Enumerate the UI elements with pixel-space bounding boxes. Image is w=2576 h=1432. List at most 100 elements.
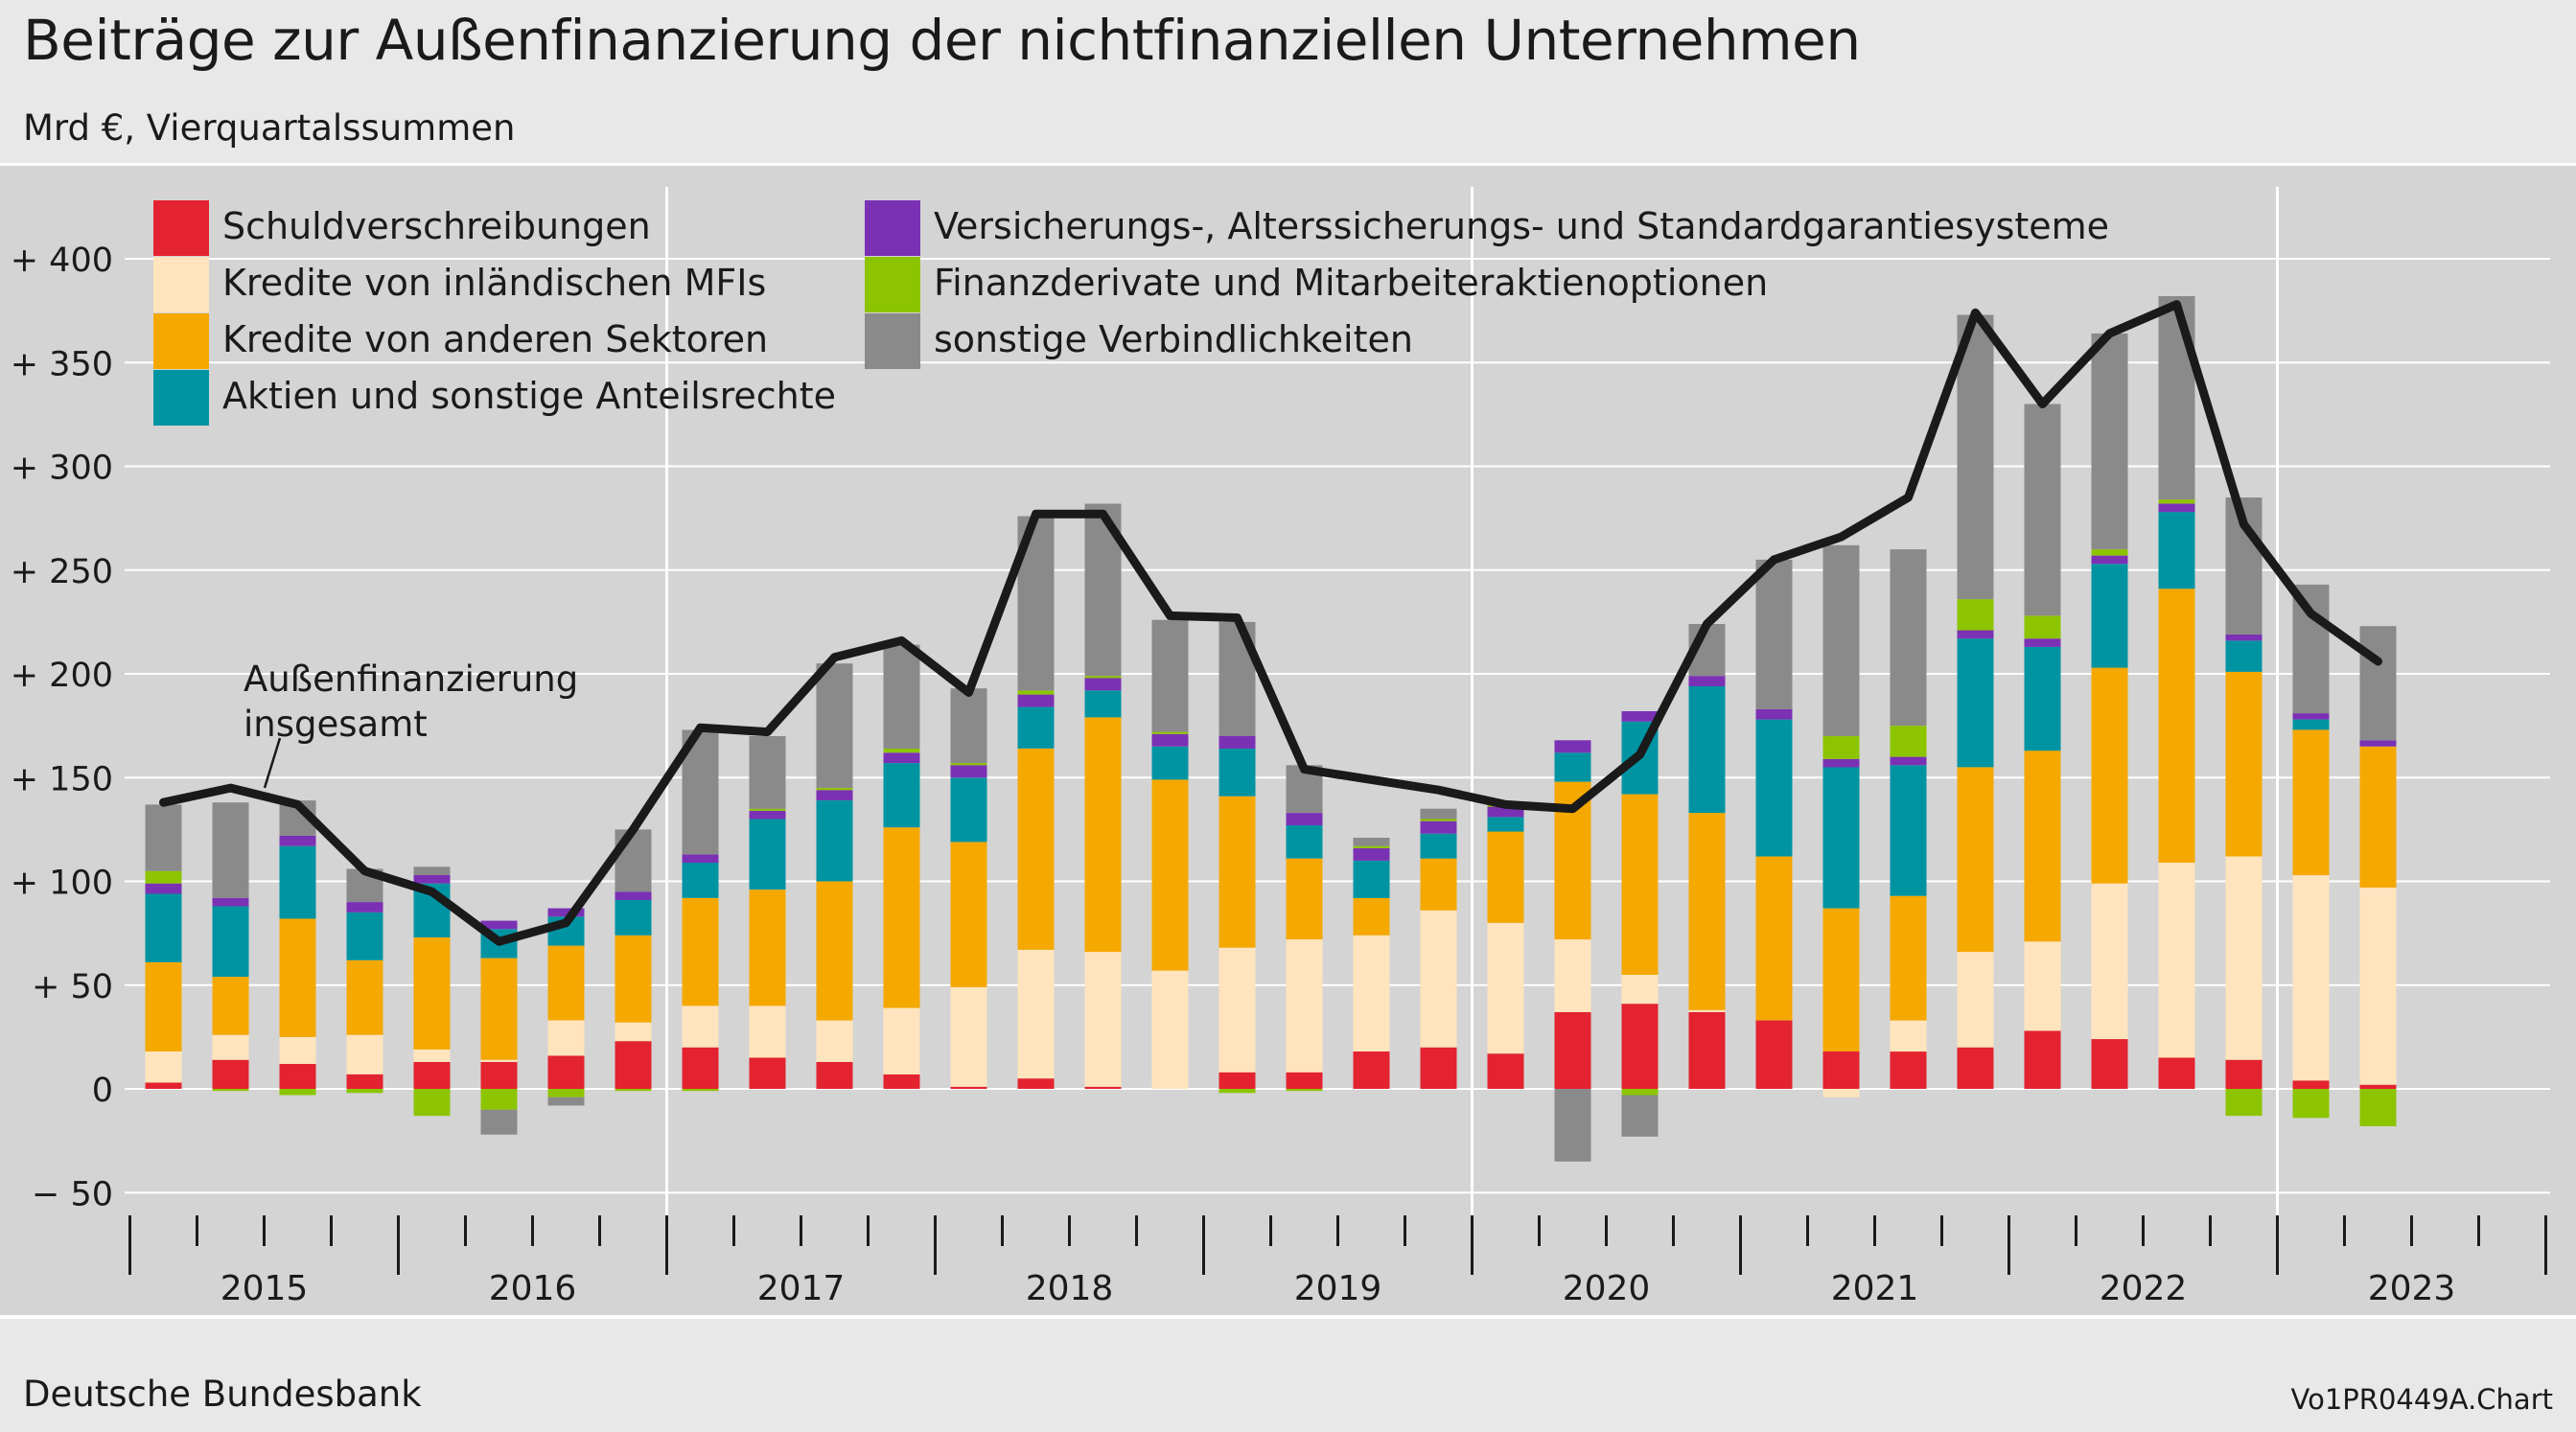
bar-segment: [212, 897, 249, 907]
x-year-label: 2015: [220, 1269, 309, 1308]
bar-segment: [2359, 1089, 2397, 1126]
x-year-label: 2019: [1294, 1269, 1382, 1308]
bar-segment: [1487, 831, 1524, 923]
bar-segment: [2292, 713, 2330, 720]
bar-segment: [2359, 740, 2397, 747]
bar-segment: [2091, 1039, 2128, 1089]
bar-segment: [1286, 1089, 1323, 1092]
bar-segment: [1822, 544, 1860, 736]
y-tick-label: 0: [92, 1072, 113, 1110]
bar-segment: [1017, 1078, 1055, 1089]
bar-segment: [2091, 333, 2128, 550]
bar-segment: [1688, 813, 1726, 1010]
bar-segment: [1286, 939, 1323, 1073]
bar-segment: [1688, 1011, 1726, 1089]
legend-swatch: [153, 313, 209, 369]
bar-segment: [1957, 767, 1994, 953]
bar-segment: [950, 842, 987, 987]
bar-segment: [1286, 825, 1323, 859]
bar-segment: [615, 829, 652, 892]
bar-segment: [1957, 314, 1994, 600]
bar-segment: [883, 644, 920, 749]
bar-segment: [1353, 847, 1390, 861]
bar-segment: [547, 1089, 585, 1097]
bar-segment: [1420, 808, 1457, 820]
bar-segment: [1084, 690, 1122, 718]
y-tick-label: + 300: [11, 450, 113, 488]
legend-label: Schuldverschreibungen: [222, 205, 651, 247]
x-year-label: 2022: [2100, 1269, 2188, 1308]
legend-swatch: [865, 257, 920, 312]
y-tick-label: + 250: [11, 553, 113, 591]
total-line: [159, 300, 2382, 946]
bar-segment: [1755, 559, 1793, 709]
y-tick-label: − 50: [32, 1175, 113, 1213]
bar-segment: [2024, 638, 2061, 647]
bar-segment: [1957, 638, 1994, 768]
bar-segment: [2359, 746, 2397, 888]
bar-segment: [1621, 794, 1659, 975]
bar-segment: [615, 1022, 652, 1042]
x-year-label: 2017: [757, 1269, 846, 1308]
x-year-label: 2023: [2368, 1269, 2456, 1308]
bar-segment: [480, 1059, 518, 1062]
bar-segment: [950, 688, 987, 764]
bar-segment: [1151, 779, 1189, 971]
bar-segment: [749, 810, 786, 820]
bar-segment: [2292, 1089, 2330, 1119]
bar-segment: [1621, 1089, 1659, 1096]
bar-segment: [346, 902, 383, 912]
annotation-pointer: [263, 737, 282, 789]
legend-label: Kredite von inländischen MFIs: [222, 262, 766, 304]
bar-segment: [1218, 748, 1256, 797]
bar-segment: [682, 854, 719, 864]
bar-segment: [2158, 503, 2195, 513]
bar-segment: [2091, 564, 2128, 668]
bar-segment: [1621, 1095, 1659, 1137]
bar-segment: [883, 763, 920, 828]
legend-swatch: [865, 200, 920, 256]
y-tick-label: + 200: [11, 657, 113, 695]
bar-segment: [615, 900, 652, 935]
bar-segment: [1621, 1004, 1659, 1089]
bar-segment: [2158, 1057, 2195, 1089]
bar-segment: [749, 819, 786, 890]
bar-segment: [883, 748, 920, 753]
chart-code: Vo1PR0449A.Chart: [2290, 1383, 2553, 1416]
bar-segment: [2158, 512, 2195, 589]
bar-segment: [547, 1097, 585, 1106]
bar-segment: [1554, 1011, 1591, 1089]
bar-segment: [1084, 676, 1122, 679]
bar-segment: [615, 891, 652, 900]
bar-segment: [749, 736, 786, 809]
bar-segment: [145, 1051, 182, 1083]
bar-segment: [2292, 1080, 2330, 1089]
bar-segment: [212, 1089, 249, 1092]
bar-segment: [1353, 1051, 1390, 1089]
bar-segment: [145, 870, 182, 884]
bar-segment: [1218, 796, 1256, 948]
bar-segment: [1017, 748, 1055, 950]
bar-segment: [950, 763, 987, 766]
bar-segment: [682, 897, 719, 1006]
bar-segment: [1353, 860, 1390, 898]
bar-segment: [1420, 819, 1457, 821]
y-tick-label: + 50: [32, 968, 113, 1006]
bar-segment: [1890, 549, 1927, 727]
x-year-label: 2018: [1026, 1269, 1114, 1308]
bar-segment: [816, 1061, 853, 1089]
bar-segment: [1890, 765, 1927, 896]
bar-segment: [480, 1109, 518, 1135]
bar-segment: [682, 863, 719, 898]
bar-segment: [2292, 719, 2330, 730]
bar-segment: [2292, 875, 2330, 1081]
bar-segment: [145, 883, 182, 894]
bar-segment: [212, 906, 249, 978]
y-tick-label: + 350: [11, 345, 113, 383]
bar-segment: [1017, 690, 1055, 695]
bar-segment: [1420, 820, 1457, 834]
bar-segment: [2225, 1089, 2263, 1117]
bar-segment: [2225, 1059, 2263, 1089]
bar-segment: [2024, 941, 2061, 1031]
bar-segment: [1084, 717, 1122, 953]
